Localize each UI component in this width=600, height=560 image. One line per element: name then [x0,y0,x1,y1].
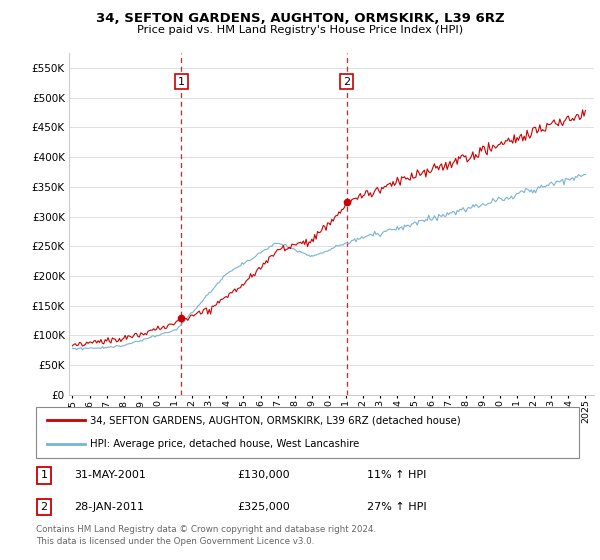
Text: 34, SEFTON GARDENS, AUGHTON, ORMSKIRK, L39 6RZ: 34, SEFTON GARDENS, AUGHTON, ORMSKIRK, L… [95,12,505,25]
Text: £130,000: £130,000 [237,470,290,480]
Text: HPI: Average price, detached house, West Lancashire: HPI: Average price, detached house, West… [90,439,359,449]
Text: 1: 1 [178,77,185,87]
Text: 2: 2 [343,77,350,87]
Text: 27% ↑ HPI: 27% ↑ HPI [367,502,427,512]
Text: 2: 2 [41,502,48,512]
Text: 1: 1 [41,470,47,480]
Text: £325,000: £325,000 [237,502,290,512]
Text: Contains HM Land Registry data © Crown copyright and database right 2024.
This d: Contains HM Land Registry data © Crown c… [36,525,376,545]
Text: 31-MAY-2001: 31-MAY-2001 [74,470,146,480]
Text: 28-JAN-2011: 28-JAN-2011 [74,502,144,512]
FancyBboxPatch shape [36,407,579,458]
Text: Price paid vs. HM Land Registry's House Price Index (HPI): Price paid vs. HM Land Registry's House … [137,25,463,35]
Text: 11% ↑ HPI: 11% ↑ HPI [367,470,427,480]
Text: 34, SEFTON GARDENS, AUGHTON, ORMSKIRK, L39 6RZ (detached house): 34, SEFTON GARDENS, AUGHTON, ORMSKIRK, L… [90,416,461,426]
